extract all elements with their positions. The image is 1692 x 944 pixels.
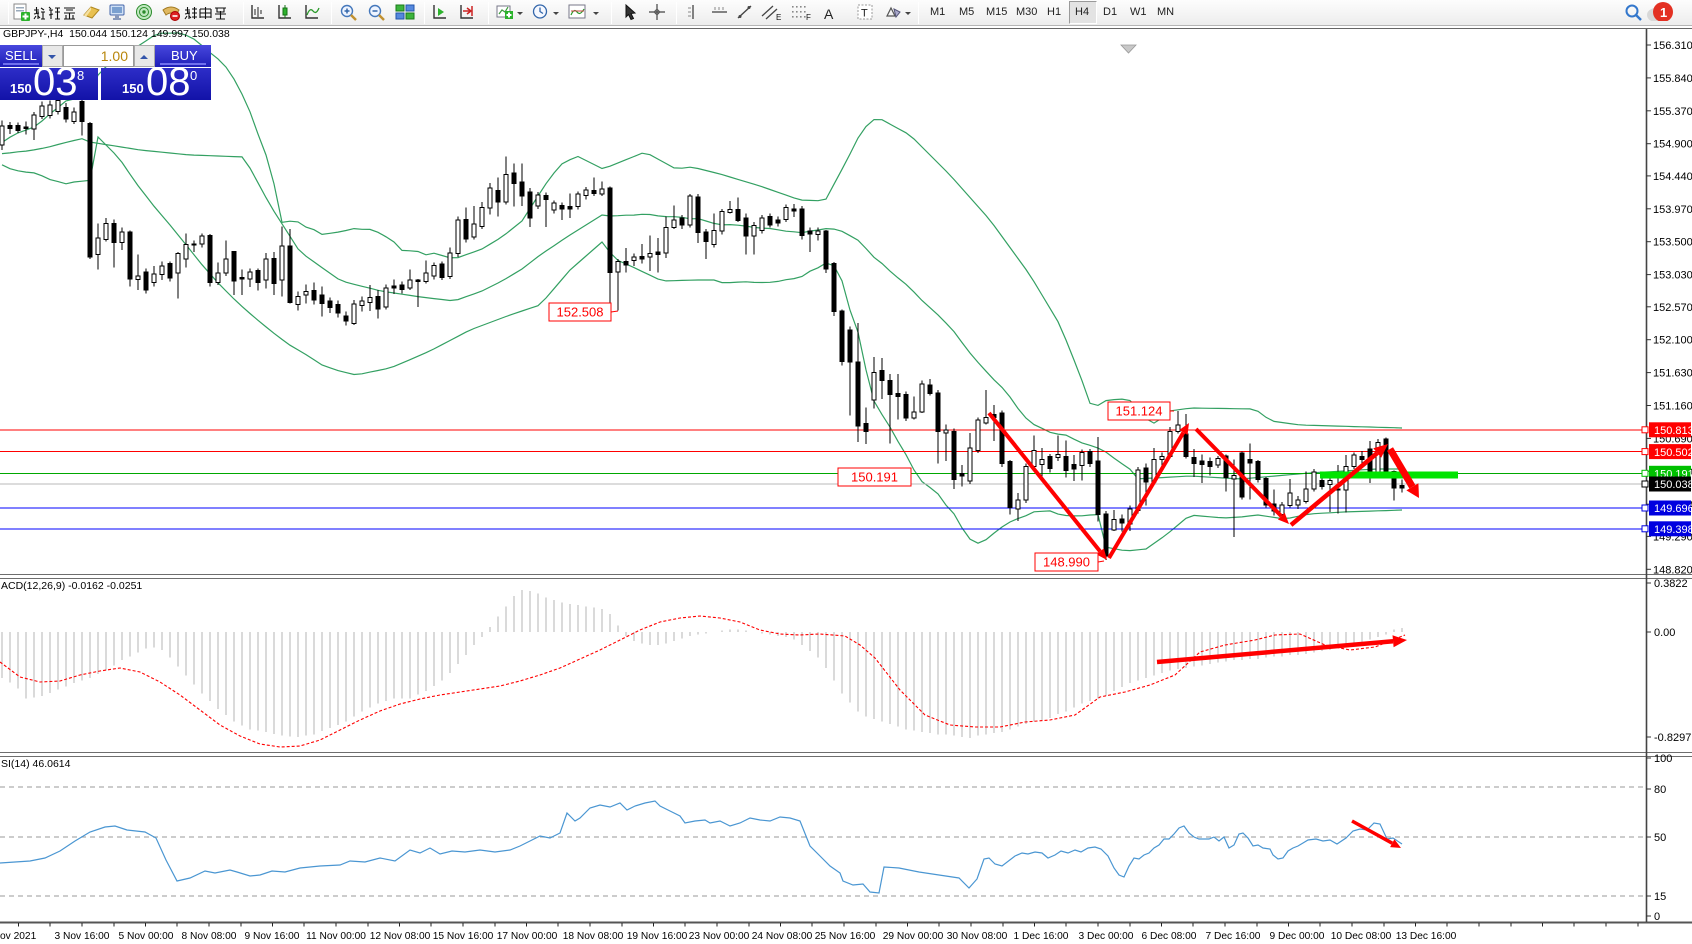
svg-text:15: 15	[1654, 891, 1666, 903]
svg-text:155.370: 155.370	[1653, 106, 1692, 118]
svg-text:SI(14) 46.0614: SI(14) 46.0614	[1, 758, 71, 770]
svg-text:9 Nov 16:00: 9 Nov 16:00	[245, 931, 300, 942]
svg-text:19 Nov 16:00: 19 Nov 16:00	[627, 931, 688, 942]
svg-text:151.630: 151.630	[1653, 368, 1692, 380]
svg-text:151.160: 151.160	[1653, 401, 1692, 413]
svg-text:149.696: 149.696	[1654, 503, 1692, 515]
svg-text:149.398: 149.398	[1654, 524, 1692, 536]
svg-text:24 Nov 08:00: 24 Nov 08:00	[752, 931, 813, 942]
svg-text:GBPJPY-,H4 150.044 150.124 14: GBPJPY-,H4 150.044 150.124 149.997 150.0…	[3, 28, 230, 40]
svg-text:0.00: 0.00	[1654, 627, 1675, 639]
svg-text:154.440: 154.440	[1653, 171, 1692, 183]
svg-text:-0.8297: -0.8297	[1654, 732, 1691, 744]
svg-text:23 Nov 00:00: 23 Nov 00:00	[689, 931, 750, 942]
svg-text:148.990: 148.990	[1043, 555, 1090, 570]
svg-text:153.030: 153.030	[1653, 270, 1692, 282]
svg-text:15 Nov 16:00: 15 Nov 16:00	[433, 931, 494, 942]
svg-text:154.900: 154.900	[1653, 139, 1692, 151]
svg-text:153.500: 153.500	[1653, 237, 1692, 249]
svg-text:17 Nov 00:00: 17 Nov 00:00	[497, 931, 558, 942]
svg-text:150.038: 150.038	[1654, 479, 1692, 491]
svg-text:10 Dec 08:00: 10 Dec 08:00	[1331, 931, 1392, 942]
svg-text:11 Nov 00:00: 11 Nov 00:00	[306, 931, 366, 942]
svg-text:150.502: 150.502	[1654, 447, 1692, 459]
svg-text:3 Nov 16:00: 3 Nov 16:00	[55, 931, 110, 942]
svg-text:13 Dec 16:00: 13 Dec 16:00	[1396, 931, 1457, 942]
svg-text:50: 50	[1654, 832, 1666, 844]
svg-text:7 Dec 16:00: 7 Dec 16:00	[1206, 931, 1261, 942]
svg-text:148.820: 148.820	[1653, 564, 1692, 576]
svg-text:153.970: 153.970	[1653, 204, 1692, 216]
svg-text:100: 100	[1654, 753, 1672, 765]
svg-text:ACD(12,26,9) -0.0162 -0.0251: ACD(12,26,9) -0.0162 -0.0251	[1, 580, 142, 592]
svg-text:12 Nov 08:00: 12 Nov 08:00	[370, 931, 431, 942]
svg-text:0.3822: 0.3822	[1654, 578, 1688, 590]
svg-text:150.813: 150.813	[1654, 425, 1692, 437]
svg-text:1 Dec 16:00: 1 Dec 16:00	[1014, 931, 1069, 942]
svg-text:6 Dec 08:00: 6 Dec 08:00	[1142, 931, 1197, 942]
svg-text:3 Dec 00:00: 3 Dec 00:00	[1079, 931, 1134, 942]
svg-text:ov 2021: ov 2021	[0, 931, 37, 942]
svg-text:152.508: 152.508	[557, 305, 604, 320]
svg-text:152.100: 152.100	[1653, 335, 1692, 347]
svg-text:1: 1	[1660, 5, 1667, 20]
svg-text:T: T	[861, 8, 868, 20]
svg-text:F: F	[806, 13, 811, 22]
svg-text:150.191: 150.191	[851, 470, 898, 485]
svg-text:152.570: 152.570	[1653, 302, 1692, 314]
svg-text:30 Nov 08:00: 30 Nov 08:00	[947, 931, 1008, 942]
svg-text:156.310: 156.310	[1653, 40, 1692, 52]
svg-text:155.840: 155.840	[1653, 73, 1692, 85]
svg-text:E: E	[776, 13, 781, 22]
svg-text:18 Nov 08:00: 18 Nov 08:00	[563, 931, 624, 942]
svg-text:25 Nov 16:00: 25 Nov 16:00	[815, 931, 876, 942]
svg-text:29 Nov 00:00: 29 Nov 00:00	[883, 931, 944, 942]
svg-text:80: 80	[1654, 784, 1666, 796]
svg-text:9 Dec 00:00: 9 Dec 00:00	[1270, 931, 1325, 942]
svg-text:151.124: 151.124	[1116, 404, 1163, 419]
svg-text:5 Nov 00:00: 5 Nov 00:00	[119, 931, 174, 942]
svg-text:0: 0	[1654, 911, 1660, 923]
svg-text:8 Nov 08:00: 8 Nov 08:00	[182, 931, 237, 942]
